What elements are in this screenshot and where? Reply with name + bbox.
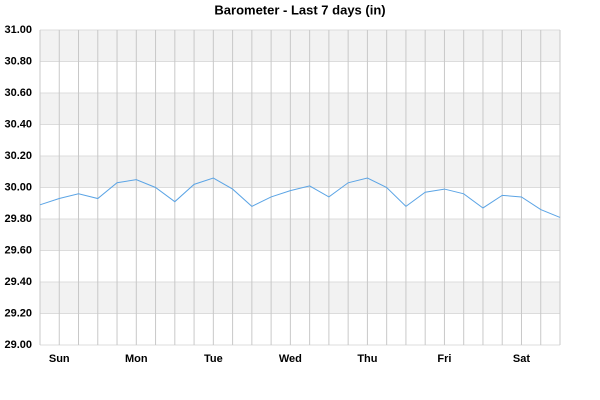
chart-title: Barometer - Last 7 days (in)	[214, 2, 385, 17]
data-line	[39, 177, 561, 218]
y-tick-label: 30.00	[4, 181, 32, 193]
grid-band	[40, 219, 560, 251]
y-tick-label: 29.40	[4, 276, 32, 288]
y-tick-label: 29.80	[4, 213, 32, 225]
x-tick-label: Sun	[49, 353, 70, 365]
y-tick-label: 30.40	[4, 118, 32, 130]
grid-band	[40, 30, 560, 62]
y-tick-label: 30.80	[4, 55, 32, 67]
y-tick-label: 31.00	[4, 24, 32, 36]
y-tick-label: 30.20	[4, 150, 32, 162]
y-tick-label: 29.00	[4, 339, 32, 351]
grid-band	[40, 93, 560, 125]
x-tick-label: Thu	[357, 353, 377, 365]
x-tick-label: Fri	[437, 353, 451, 365]
x-tick-label: Wed	[279, 353, 302, 365]
y-tick-label: 29.20	[4, 307, 32, 319]
grid-band	[40, 282, 560, 314]
y-tick-label: 30.60	[4, 87, 32, 99]
x-tick-label: Sat	[513, 353, 530, 365]
grid-band	[40, 156, 560, 188]
y-tick-label: 29.60	[4, 244, 32, 256]
x-tick-label: Mon	[125, 353, 148, 365]
x-tick-label: Tue	[204, 353, 223, 365]
